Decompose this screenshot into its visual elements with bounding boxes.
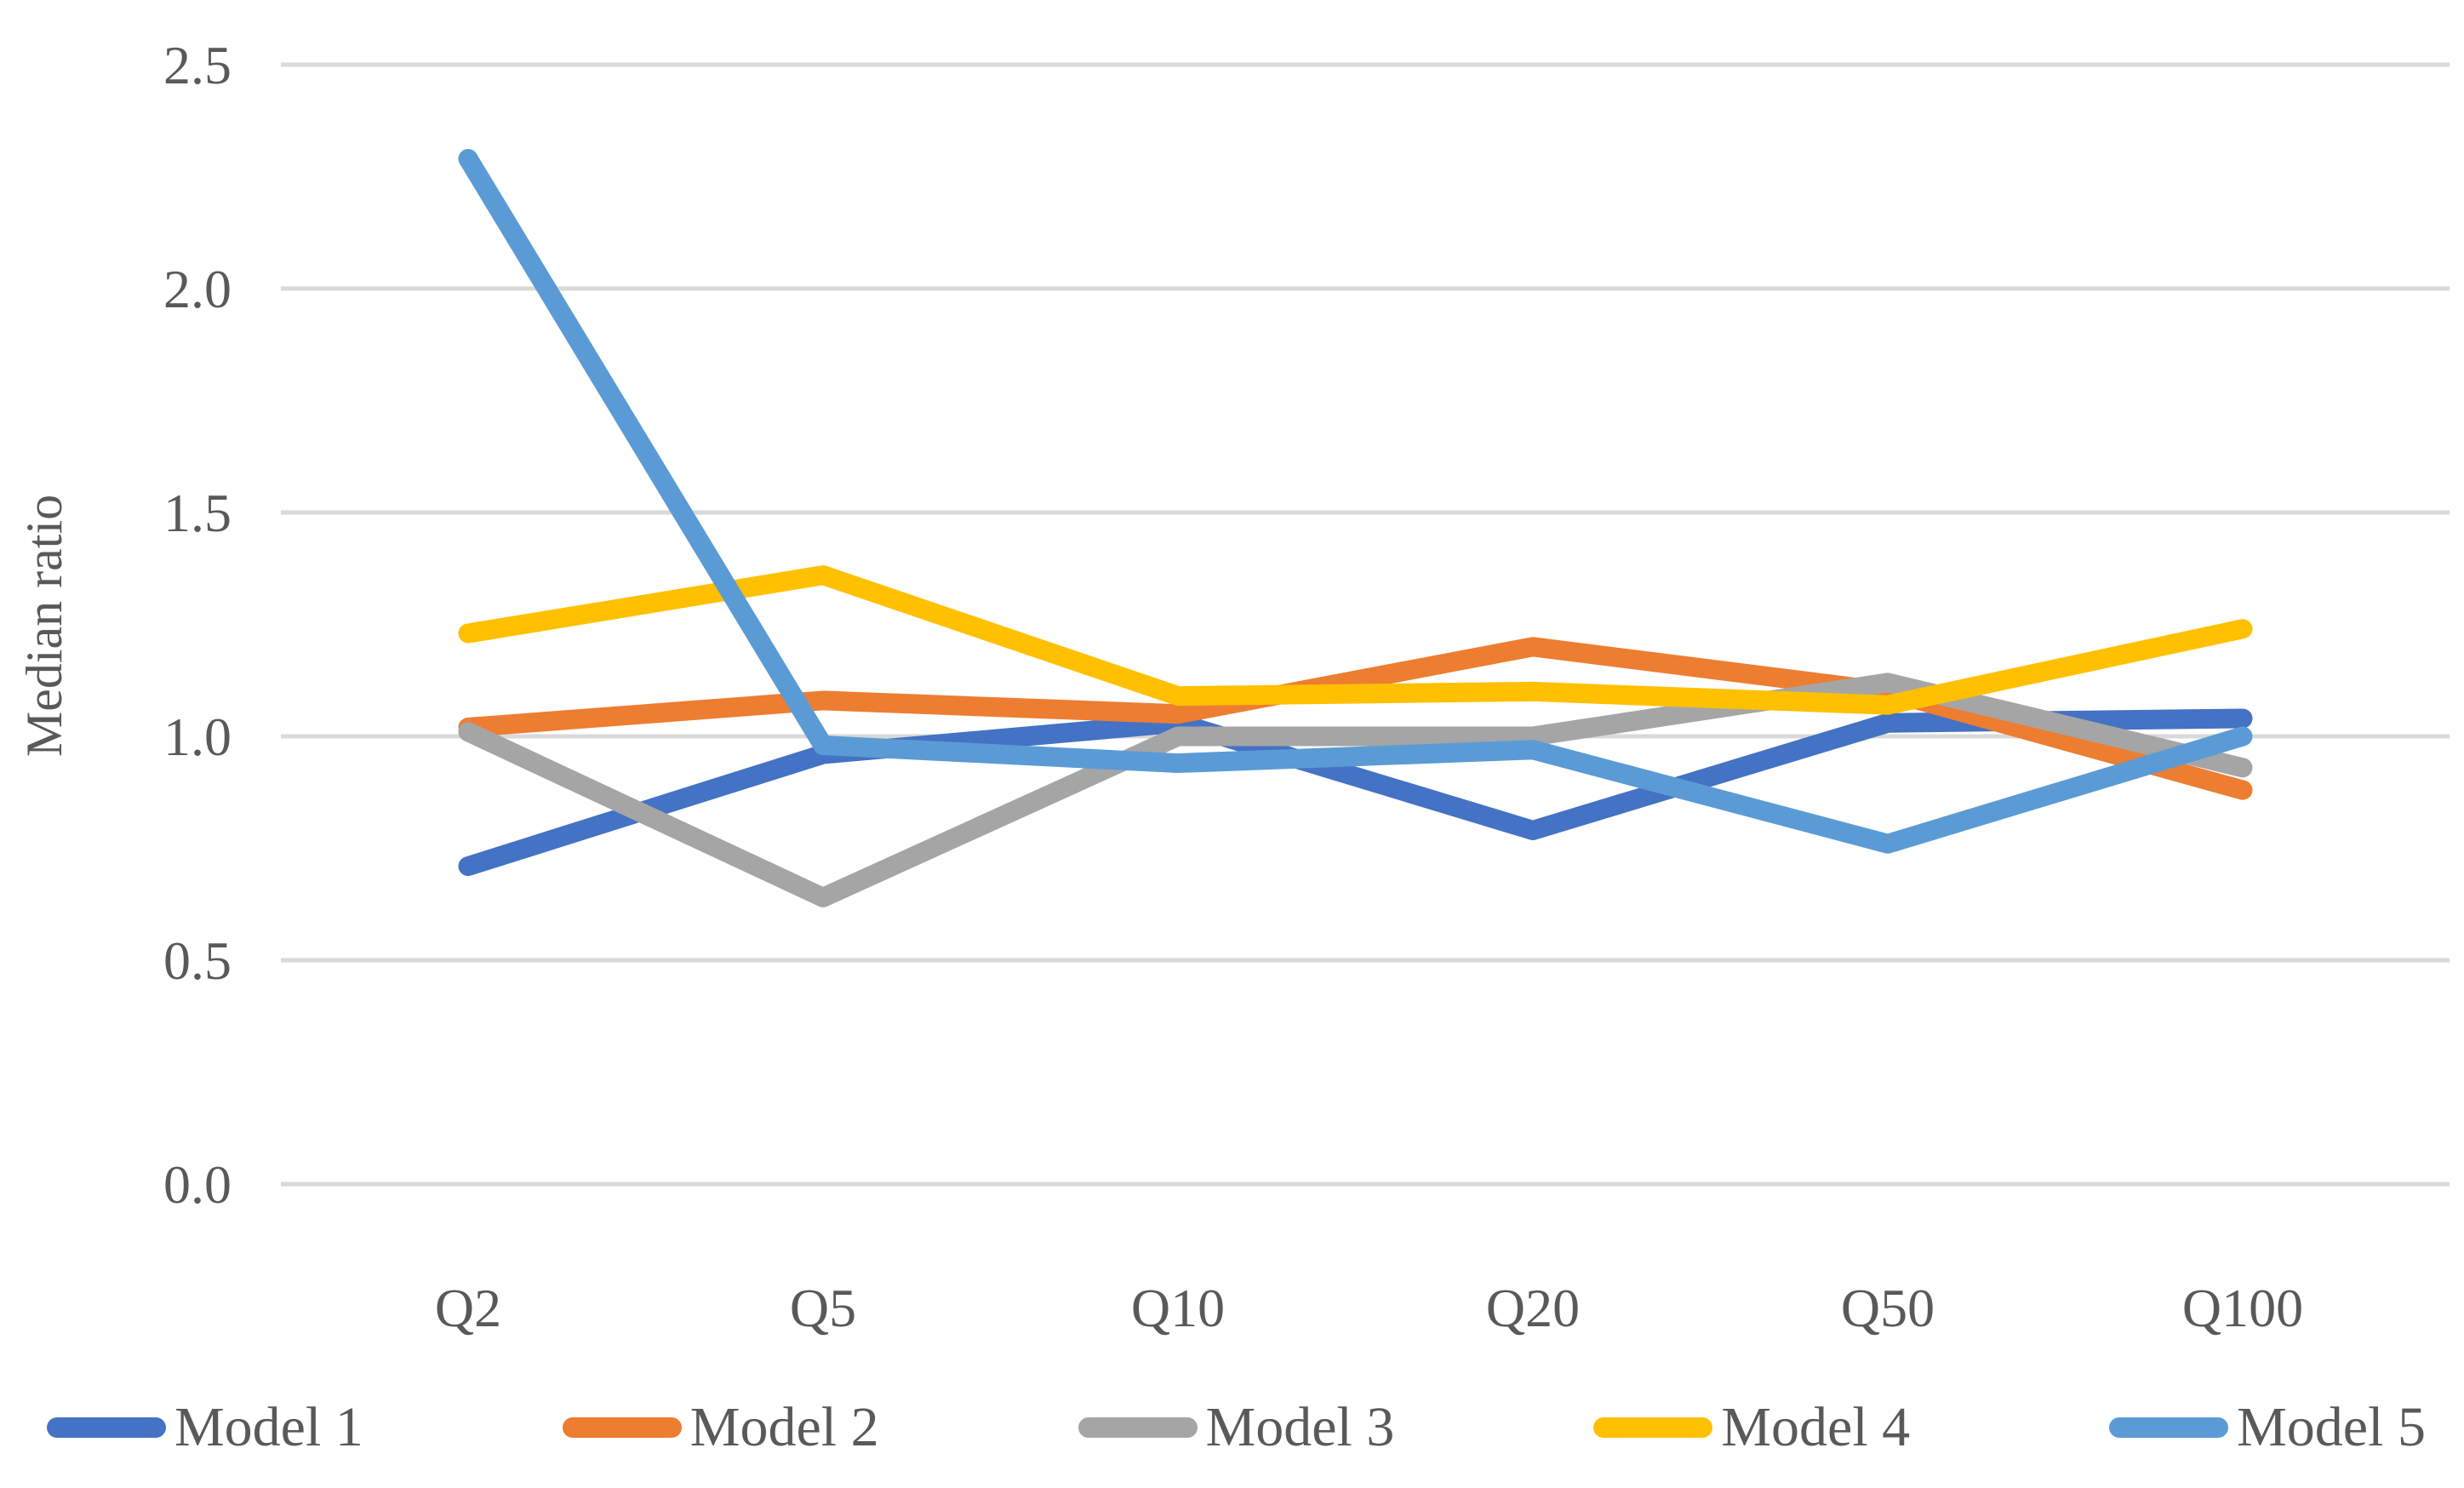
- chart-legend: Model 1 Model 2 Model 3 Model 4 Model 5: [47, 1389, 2426, 1466]
- y-tick-label-2.5: 2.5: [163, 35, 232, 95]
- legend-item-model-3: Model 3: [1078, 1395, 1395, 1460]
- x-tick-label-Q100: Q100: [2182, 1278, 2303, 1338]
- series-line-model-1: [458, 708, 2253, 877]
- y-tick-label-1.0: 1.0: [163, 707, 232, 767]
- x-tick-label-Q10: Q10: [1131, 1278, 1225, 1338]
- series-line-model-4: [458, 565, 2253, 715]
- legend-swatch-icon: [1078, 1417, 1198, 1438]
- y-axis-tick-labels: 0.0 0.5 1.0 1.5 2.0 2.5: [163, 35, 232, 1215]
- legend-label: Model 2: [689, 1396, 879, 1458]
- x-tick-label-Q20: Q20: [1486, 1278, 1580, 1338]
- legend-label: Model 4: [1721, 1396, 1911, 1458]
- series-line-model-5: [458, 148, 2253, 854]
- series-line-model-2: [458, 637, 2253, 800]
- legend-label: Model 3: [1205, 1396, 1395, 1458]
- legend-item-model-1: Model 1: [47, 1395, 363, 1460]
- legend-swatch-icon: [562, 1417, 682, 1438]
- legend-item-model-2: Model 2: [562, 1395, 879, 1460]
- x-axis-tick-labels: Q2 Q5 Q10 Q20 Q50 Q100: [435, 1278, 2303, 1338]
- x-tick-label-Q2: Q2: [435, 1278, 501, 1338]
- legend-swatch-icon: [2109, 1417, 2229, 1438]
- legend-label: Model 5: [2237, 1396, 2426, 1458]
- legend-item-model-5: Model 5: [2109, 1395, 2426, 1460]
- y-tick-label-0.0: 0.0: [163, 1154, 232, 1215]
- y-tick-label-2.0: 2.0: [163, 259, 232, 319]
- legend-swatch-icon: [1593, 1417, 1713, 1438]
- x-tick-label-Q50: Q50: [1841, 1278, 1935, 1338]
- x-tick-label-Q5: Q5: [790, 1278, 856, 1338]
- y-tick-label-1.5: 1.5: [163, 483, 232, 543]
- series-lines: [458, 148, 2253, 907]
- legend-swatch-icon: [47, 1417, 166, 1438]
- y-axis-title: Median ratio: [16, 495, 72, 757]
- legend-item-model-4: Model 4: [1593, 1395, 1910, 1460]
- gridlines: [281, 62, 2450, 1187]
- legend-label: Model 1: [174, 1396, 363, 1458]
- y-tick-label-0.5: 0.5: [163, 930, 232, 991]
